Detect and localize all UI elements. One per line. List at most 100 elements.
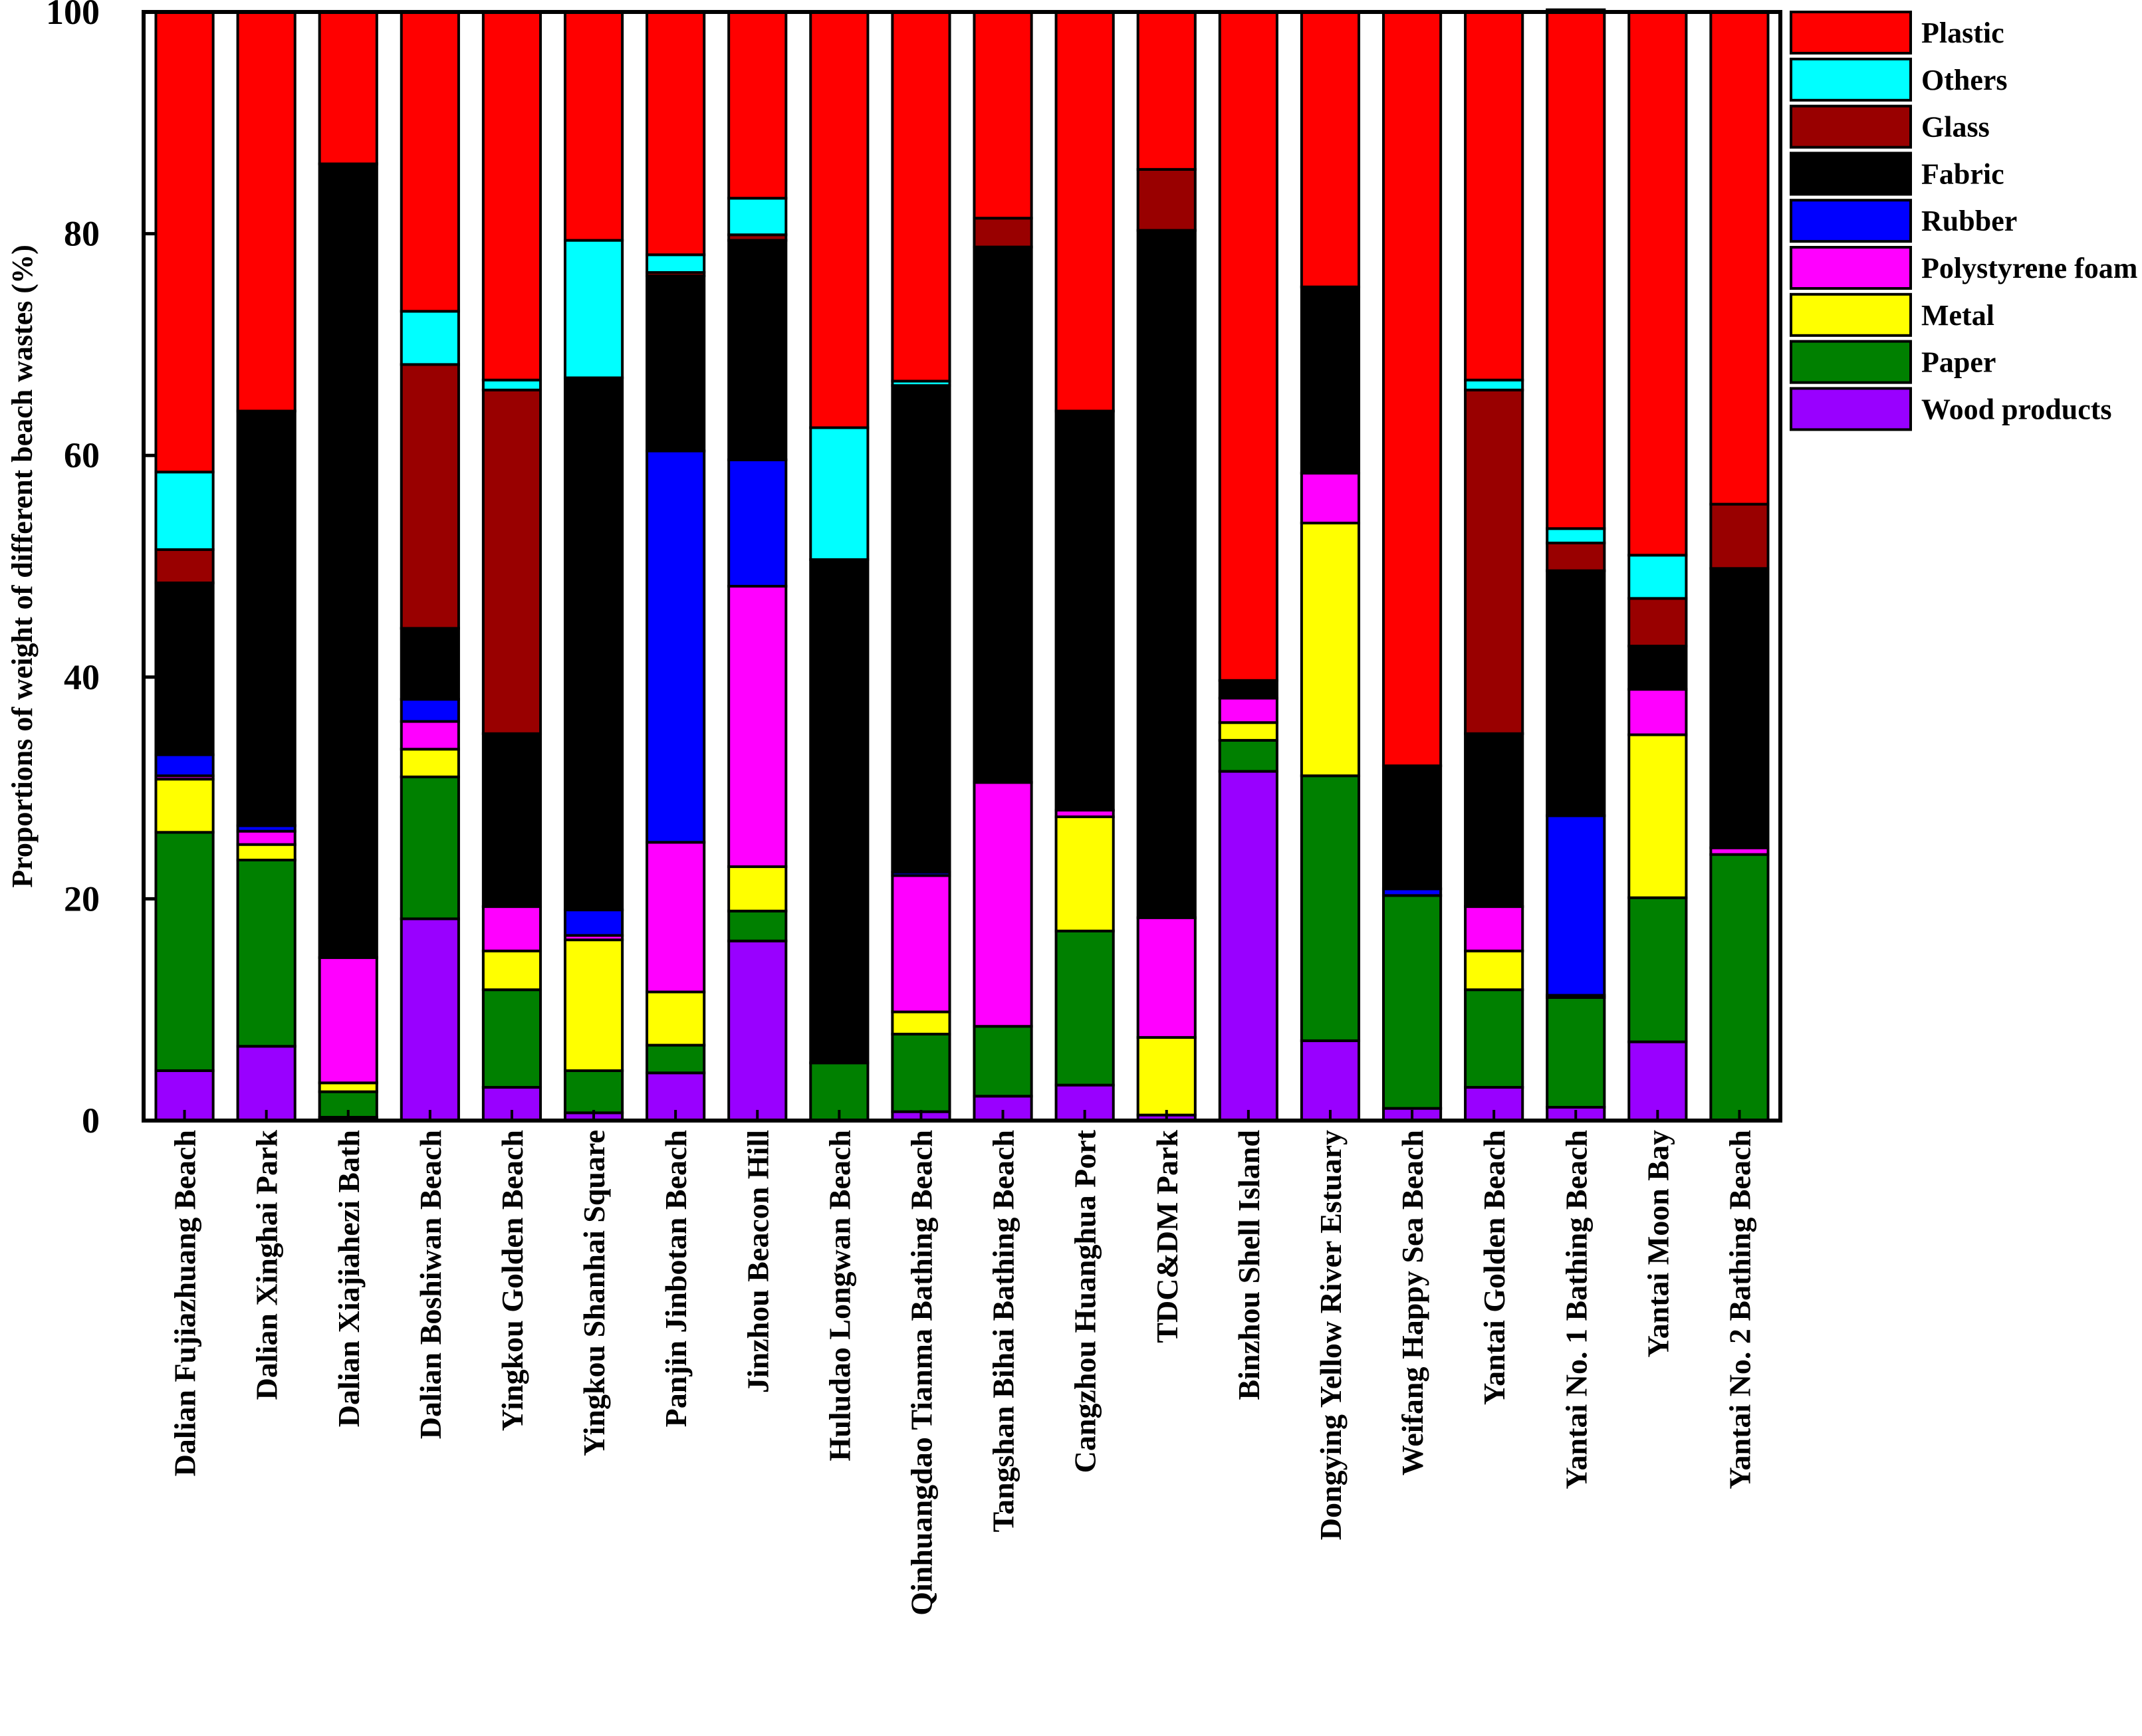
y-tick-label-80: 80: [64, 214, 100, 254]
bar-segment-paper-cangzhou-huanghua-port: [1054, 929, 1115, 1087]
x-tick-label-huludao-longwan-beach: Huludao Longwan Beach: [822, 1130, 856, 1461]
legend-swatch-plastic: [1790, 11, 1912, 54]
bar-segment-metal-yantai-golden-beach: [1464, 949, 1524, 992]
bar-segment-glass-dalian-fujiazhuang-beach: [154, 548, 215, 585]
bar-segment-plastic-dalian-boshiwan-beach: [400, 11, 460, 313]
bar-segment-glass-tdcanddm-park: [1136, 167, 1197, 232]
bar-segment-paper-yantai-golden-beach: [1464, 988, 1524, 1089]
bar-segment-fabric-yantai-moon-bay: [1627, 645, 1688, 691]
x-tick-label-qinhuangdao-tianma-bathing-beach: Qinhuangdao Tianma Bathing Beach: [904, 1130, 938, 1616]
bar-segment-paper-yantai-no-1-bathing-beach: [1546, 996, 1606, 1109]
bar-segment-glass-yantai-no-2-bathing-beach: [1709, 502, 1770, 570]
bar-segment-metal-jinzhou-beacon-hill: [727, 865, 788, 913]
bar-segment-fabric-dongying-yellow-river-estuary: [1300, 285, 1361, 475]
bar-segment-fabric-panjin-jinbotan-beach: [646, 274, 706, 453]
bar-segment-polystyrene-foam-jinzhou-beacon-hill: [727, 585, 788, 869]
bar-segment-metal-qinhuangdao-tianma-bathing-beach: [891, 1010, 951, 1035]
bar-segment-fabric-yingkou-shanhai-square: [563, 376, 624, 912]
x-axis: Dalian Fujiazhuang Beach Dalian Xinghai P…: [168, 1110, 1756, 1616]
bar-segment-rubber-dalian-boshiwan-beach: [400, 698, 460, 723]
legend-label-plastic: Plastic: [1921, 17, 2004, 49]
bar-segment-polystyrene-foam-dalian-boshiwan-beach: [400, 720, 460, 751]
bar-segment-fabric-qinhuangdao-tianma-bathing-beach: [891, 384, 951, 874]
bar-segment-metal-cangzhou-huanghua-port: [1054, 815, 1115, 932]
legend-label-others: Others: [1921, 64, 2008, 96]
bar-segment-plastic-tdcanddm-park: [1136, 11, 1197, 171]
bar-segment-polystyrene-foam-dalian-xinghai-park: [236, 829, 297, 846]
bar-segment-plastic-dalian-xinghai-park: [236, 11, 297, 413]
bar-segment-glass-yantai-golden-beach: [1464, 388, 1524, 735]
bar-segment-glass-yantai-moon-bay: [1627, 597, 1688, 648]
bar-segment-metal-binzhou-shell-island: [1218, 721, 1278, 742]
bar-segment-metal-yantai-moon-bay: [1627, 733, 1688, 899]
bar-segment-plastic-dalian-xiajiahezi-bath: [318, 11, 378, 165]
bar-segment-plastic-yantai-moon-bay: [1627, 11, 1688, 557]
bar-segment-paper-tangshan-bihai-bathing-beach: [973, 1025, 1033, 1098]
bar-segment-fabric-yantai-golden-beach: [1464, 732, 1524, 909]
bar-segment-paper-yingkou-golden-beach: [481, 988, 542, 1089]
bar-segment-plastic-cangzhou-huanghua-port: [1054, 11, 1115, 413]
bar-segment-paper-yantai-moon-bay: [1627, 896, 1688, 1043]
bar-segment-polystyrene-foam-yingkou-golden-beach: [481, 905, 542, 952]
bar-segment-wood-products-dalian-xinghai-park: [236, 1045, 297, 1123]
bars-layer: [154, 8, 1770, 1123]
bar-segment-rubber-dalian-fujiazhuang-beach: [154, 753, 215, 778]
x-tick-label-yantai-golden-beach: Yantai Golden Beach: [1477, 1130, 1511, 1405]
legend-swatch-paper: [1790, 340, 1912, 384]
y-tick-label-100: 100: [46, 0, 100, 32]
bar-segment-plastic-dalian-fujiazhuang-beach: [154, 11, 215, 474]
legend-swatch-polystyrene-foam: [1790, 246, 1912, 290]
legend-label-metal: Metal: [1921, 299, 1994, 332]
x-tick-label-yingkou-golden-beach: Yingkou Golden Beach: [495, 1130, 529, 1431]
bar-segment-rubber-yingkou-shanhai-square: [563, 909, 624, 937]
legend: Plastic Others Glass Fabric Rubber Polystyren…: [1790, 11, 2137, 431]
bar-segment-paper-yingkou-shanhai-square: [563, 1069, 624, 1115]
bar-segment-plastic-qinhuangdao-tianma-bathing-beach: [891, 11, 951, 383]
x-tick-label-dalian-xinghai-park: Dalian Xinghai Park: [250, 1130, 284, 1400]
bar-segment-paper-dalian-xinghai-park: [236, 859, 297, 1048]
bar-segment-fabric-cangzhou-huanghua-port: [1054, 409, 1115, 812]
bar-segment-plastic-yingkou-golden-beach: [481, 11, 542, 381]
legend-swatch-fabric: [1790, 152, 1912, 196]
x-tick-label-dalian-xiajiahezi-bath: Dalian Xiajiahezi Bath: [332, 1130, 366, 1427]
bar-segment-metal-yingkou-shanhai-square: [563, 938, 624, 1072]
bar-segment-wood-products-dongying-yellow-river-estuary: [1300, 1039, 1361, 1123]
bar-segment-fabric-tdcanddm-park: [1136, 229, 1197, 919]
bar-segment-plastic-binzhou-shell-island: [1218, 11, 1278, 682]
bar-segment-fabric-dalian-xiajiahezi-bath: [318, 162, 378, 959]
bar-segment-polystyrene-foam-tdcanddm-park: [1136, 916, 1197, 1039]
bar-segment-plastic-yingkou-shanhai-square: [563, 11, 624, 242]
x-tick-label-tangshan-bihai-bathing-beach: Tangshan Bihai Bathing Beach: [987, 1130, 1020, 1532]
legend-swatch-metal: [1790, 292, 1912, 337]
x-tick-label-dongying-yellow-river-estuary: Dongying Yellow River Estuary: [1314, 1130, 1348, 1540]
x-tick-label-yantai-no-2-bathing-beach: Yantai No. 2 Bathing Beach: [1723, 1130, 1756, 1489]
x-tick-label-jinzhou-beacon-hill: Jinzhou Beacon Hill: [741, 1130, 774, 1393]
bar-segment-polystyrene-foam-yantai-moon-bay: [1627, 688, 1688, 736]
y-axis-label: Proportions of weight of different beach…: [6, 245, 39, 887]
bar-segment-fabric-dalian-boshiwan-beach: [400, 627, 460, 701]
x-tick-label-binzhou-shell-island: Binzhou Shell Island: [1232, 1130, 1266, 1400]
legend-swatch-wood-products: [1790, 387, 1912, 431]
bar-segment-plastic-yantai-golden-beach: [1464, 11, 1524, 381]
bar-segment-others-huludao-longwan-beach: [809, 426, 870, 561]
bar-segment-fabric-jinzhou-beacon-hill: [727, 239, 788, 461]
bar-segment-plastic-weifang-happy-sea-beach: [1381, 11, 1443, 768]
bar-segment-others-jinzhou-beacon-hill: [727, 197, 788, 237]
bar-segment-plastic-yantai-no-2-bathing-beach: [1709, 11, 1770, 506]
bar-segment-polystyrene-foam-tangshan-bihai-bathing-beach: [973, 781, 1033, 1028]
x-tick-label-dalian-boshiwan-beach: Dalian Boshiwan Beach: [414, 1130, 447, 1439]
bar-segment-paper-panjin-jinbotan-beach: [646, 1043, 706, 1075]
y-tick-label-40: 40: [64, 657, 100, 697]
x-tick-label-tdcanddm-park: TDC&DM Park: [1150, 1130, 1184, 1343]
y-tick-label-0: 0: [82, 1101, 100, 1140]
bar-segment-wood-products-jinzhou-beacon-hill: [727, 939, 788, 1123]
bar-segment-metal-dongying-yellow-river-estuary: [1300, 521, 1361, 778]
legend-label-wood-products: Wood products: [1921, 393, 2112, 425]
bar-segment-glass-tangshan-bihai-bathing-beach: [973, 217, 1033, 249]
bar-segment-fabric-binzhou-shell-island: [1218, 679, 1278, 700]
bar-segment-paper-dalian-boshiwan-beach: [400, 775, 460, 921]
y-tick-label-60: 60: [64, 435, 100, 475]
bar-segment-others-yantai-moon-bay: [1627, 554, 1688, 600]
legend-label-rubber: Rubber: [1921, 205, 2017, 237]
